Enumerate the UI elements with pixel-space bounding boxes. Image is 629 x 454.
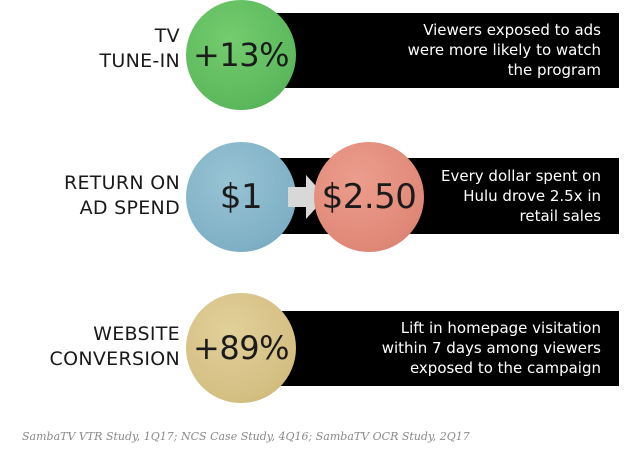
metric-value-after: $2.50 — [321, 177, 417, 217]
metric-circle: +89% — [186, 293, 296, 403]
metric-circle-before: $1 — [186, 142, 296, 252]
metric-label: TV TUNE-IN — [99, 25, 180, 72]
metric-value: +13% — [193, 36, 289, 74]
arrow-right-icon — [288, 175, 326, 219]
source-footnote: SambaTV VTR Study, 1Q17; NCS Case Study,… — [22, 430, 470, 443]
metric-value: +89% — [193, 329, 289, 367]
description-line: Every dollar spent on — [441, 167, 601, 185]
description-line: the program — [507, 61, 601, 79]
description-line: Lift in homepage visitation — [400, 319, 601, 337]
description-bar: Lift in homepage visitation within 7 day… — [255, 311, 619, 386]
metric-circle: +13% — [186, 0, 296, 110]
description-bar: Viewers exposed to ads were more likely … — [255, 13, 619, 88]
description-line: Hulu drove 2.5x in — [463, 187, 601, 205]
metric-value-before: $1 — [219, 177, 263, 217]
metric-label: WEBSITE CONVERSION — [49, 323, 180, 370]
description-line: exposed to the campaign — [409, 359, 601, 377]
metric-circle-after: $2.50 — [314, 142, 424, 252]
stat-row-website-conversion: Lift in homepage visitation within 7 day… — [0, 293, 629, 403]
description-line: Viewers exposed to ads — [423, 21, 601, 39]
metric-label: RETURN ON AD SPEND — [63, 172, 180, 219]
stat-row-return-on-ad-spend: Every dollar spent on Hulu drove 2.5x in… — [0, 142, 629, 252]
description-line: retail sales — [519, 207, 601, 225]
description-line: within 7 days among viewers — [381, 339, 601, 357]
description-line: were more likely to watch — [407, 41, 601, 59]
stat-row-tv-tune-in: Viewers exposed to ads were more likely … — [0, 0, 629, 110]
